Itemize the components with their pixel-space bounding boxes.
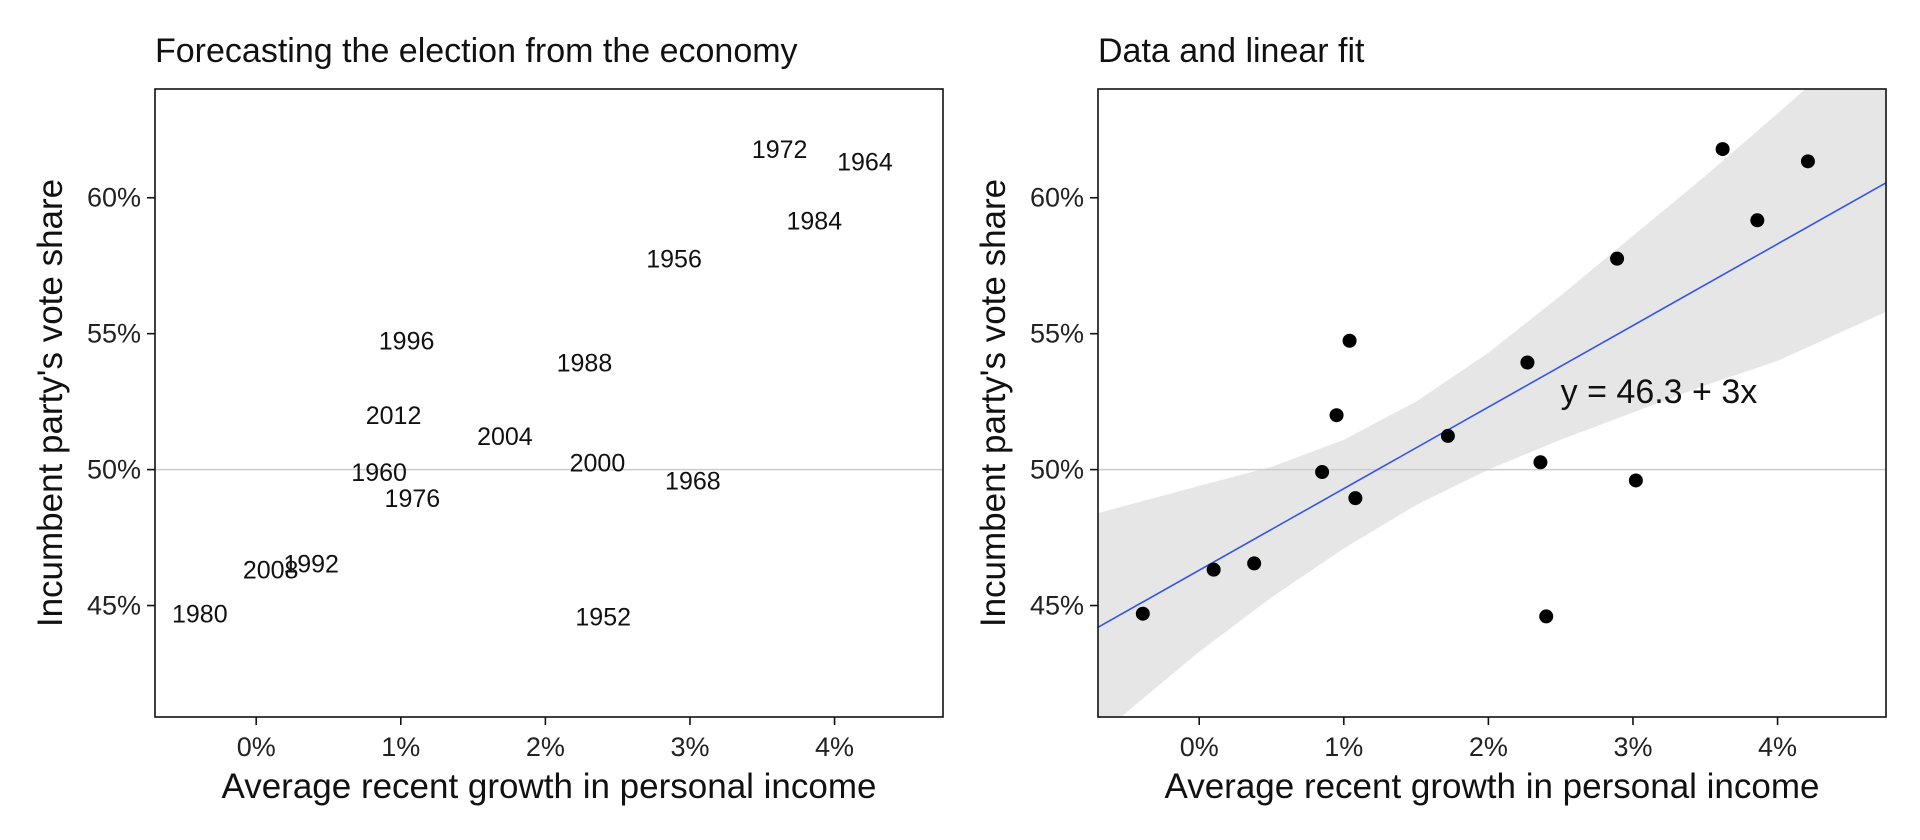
x-axis-ticks: 0% 1% 2% 3% 4% (1180, 717, 1797, 762)
y-tick-label: 60% (87, 183, 141, 213)
data-point (1628, 473, 1643, 488)
y-tick-label: 55% (1030, 319, 1084, 349)
panel-linear-fit: Data and linear fit y = 46.3 + 3x 45% 50%… (974, 32, 1887, 806)
year-label-1960: 1960 (351, 459, 407, 487)
year-label-1980: 1980 (172, 601, 228, 629)
data-point (1533, 455, 1548, 470)
data-points (1135, 142, 1815, 624)
year-label-1956: 1956 (646, 246, 702, 274)
data-point (1610, 251, 1625, 266)
y-tick-label: 45% (1030, 591, 1084, 621)
year-label-1976: 1976 (385, 485, 441, 513)
year-labels: 1952 1956 1960 1964 1968 1972 1976 1980 1984 1988… (172, 136, 893, 631)
x-tick-label: 1% (381, 732, 420, 762)
data-point (1135, 606, 1150, 621)
y-tick-label: 55% (87, 319, 141, 349)
y-axis-ticks: 45% 50% 55% 60% (1030, 183, 1098, 621)
confidence-band (1098, 89, 1886, 717)
x-tick-label: 1% (1324, 732, 1363, 762)
year-label-2008: 2008 (243, 557, 299, 585)
year-label-2000: 2000 (570, 449, 626, 477)
y-tick-label: 60% (1030, 183, 1084, 213)
year-label-1972: 1972 (752, 136, 808, 164)
regression-line (1098, 182, 1886, 628)
year-label-1992: 1992 (283, 550, 339, 578)
data-point (1440, 428, 1455, 443)
x-tick-label: 2% (1469, 732, 1508, 762)
year-label-1996: 1996 (379, 328, 435, 356)
data-point (1206, 562, 1221, 577)
x-tick-label: 3% (670, 732, 709, 762)
plot-frame (1097, 88, 1887, 718)
data-point (1247, 556, 1262, 571)
y-axis-label: Incumbent party's vote share (31, 179, 70, 627)
x-axis-label: Average recent growth in personal income (221, 767, 876, 806)
y-tick-label: 50% (1030, 455, 1084, 485)
data-point (1715, 142, 1730, 157)
year-label-2004: 2004 (477, 423, 533, 451)
data-point (1348, 491, 1363, 506)
x-tick-label: 2% (526, 732, 565, 762)
x-axis-ticks: 0% 1% 2% 3% 4% (237, 717, 854, 762)
x-tick-label: 3% (1613, 732, 1652, 762)
year-label-1964: 1964 (837, 148, 893, 176)
data-point (1750, 213, 1765, 228)
data-point (1520, 355, 1535, 370)
x-axis-label: Average recent growth in personal income (1164, 767, 1819, 806)
year-label-1984: 1984 (787, 207, 843, 235)
y-axis-label: Incumbent party's vote share (974, 179, 1013, 627)
y-axis-ticks: 45% 50% 55% 60% (87, 183, 155, 621)
year-label-1988: 1988 (557, 349, 613, 377)
data-point (1800, 154, 1815, 169)
chart-title: Data and linear fit (1098, 32, 1365, 70)
x-tick-label: 4% (815, 732, 854, 762)
data-point (1342, 333, 1357, 348)
data-point (1329, 408, 1344, 423)
x-tick-label: 0% (237, 732, 276, 762)
y-tick-label: 50% (87, 455, 141, 485)
x-tick-label: 4% (1758, 732, 1797, 762)
y-tick-label: 45% (87, 591, 141, 621)
data-point (1539, 609, 1554, 624)
year-label-1968: 1968 (665, 467, 721, 495)
panel-forecasting: Forecasting the election from the econom… (31, 32, 944, 806)
x-tick-label: 0% (1180, 732, 1219, 762)
data-point (1315, 465, 1330, 480)
year-label-2012: 2012 (366, 402, 422, 430)
chart-title: Forecasting the election from the econom… (155, 32, 798, 70)
year-label-1952: 1952 (575, 603, 631, 631)
plot-frame (154, 88, 944, 718)
fit-equation: y = 46.3 + 3x (1561, 373, 1758, 411)
